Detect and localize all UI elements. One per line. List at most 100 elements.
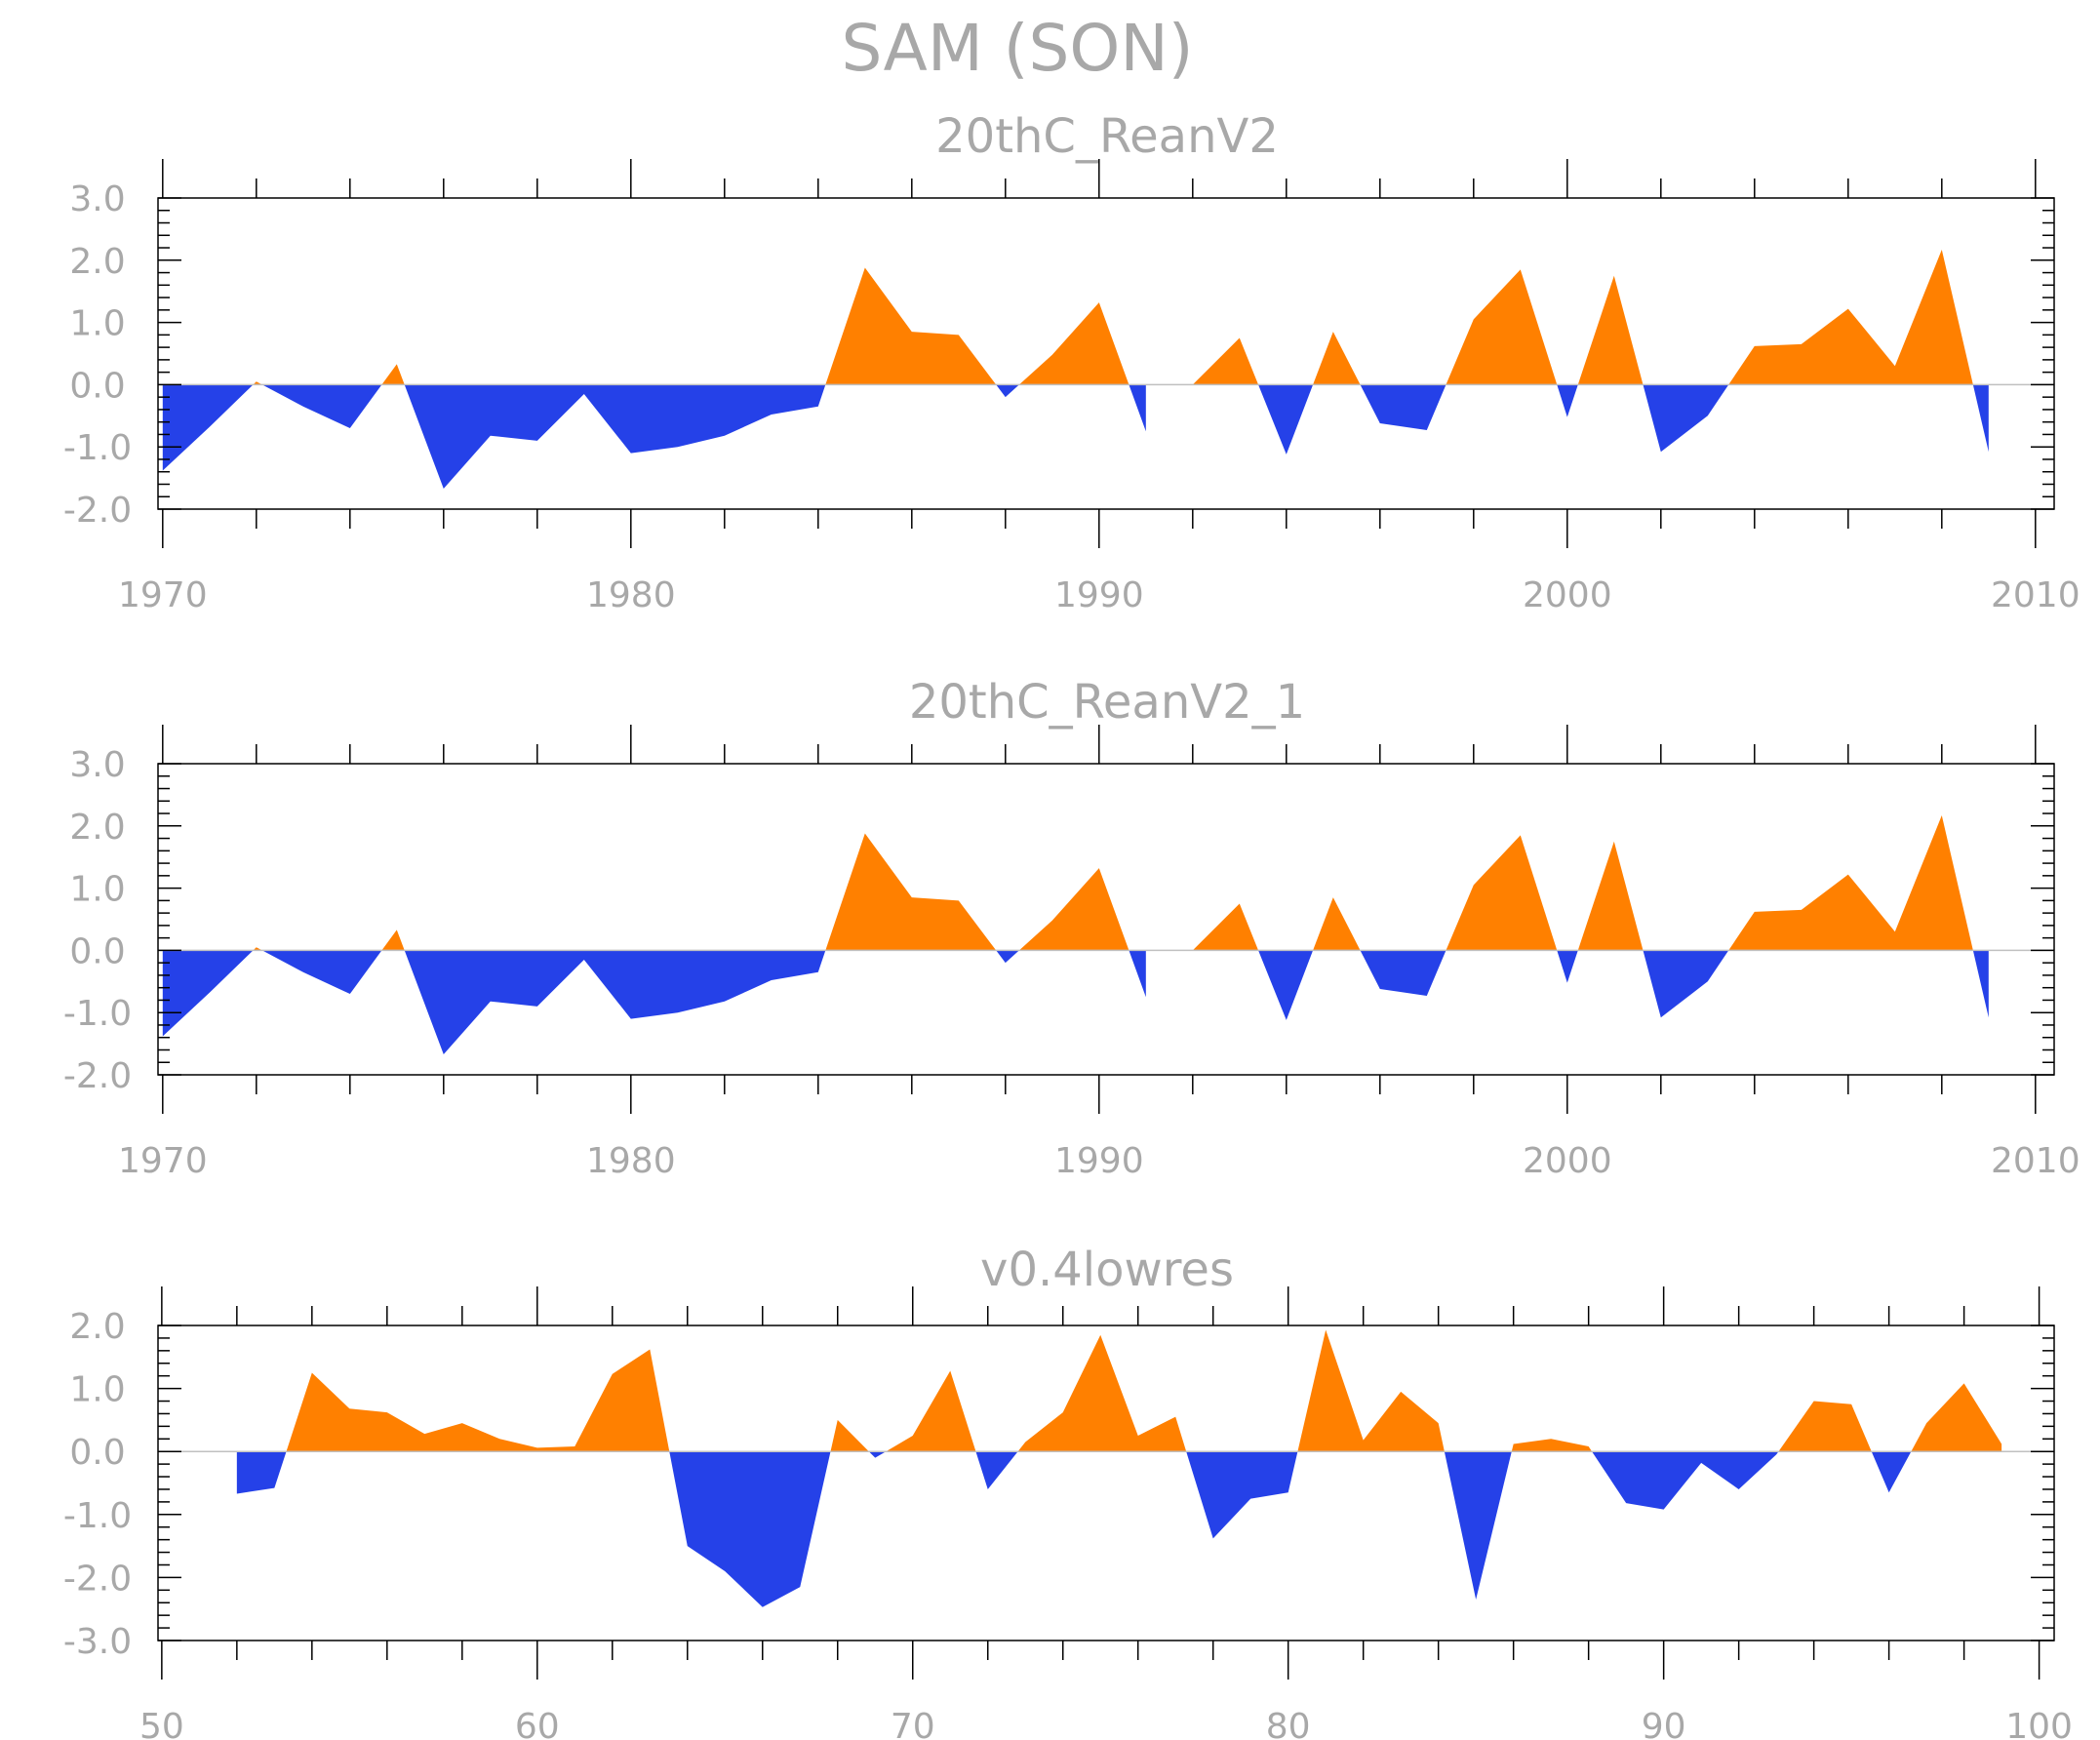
y-tick-label: -2.0 <box>63 491 132 531</box>
positive-area-5 <box>825 267 997 385</box>
x-tick-label: 70 <box>891 1707 935 1740</box>
negative-area-0 <box>162 384 254 471</box>
x-tick-label: 90 <box>1642 1707 1686 1740</box>
plot-frame <box>157 763 2055 1076</box>
positive-area-9 <box>1192 903 1259 951</box>
negative-area-2 <box>236 1451 287 1494</box>
positive-area-5 <box>830 1419 869 1452</box>
x-tick-label: 2010 <box>1991 1141 2080 1181</box>
y-tick-label: 1.0 <box>69 870 125 910</box>
positive-area-15 <box>1778 1401 1872 1452</box>
y-tick-label: -1.0 <box>63 1496 132 1536</box>
x-tick-label: 1970 <box>118 575 208 615</box>
positive-area-11 <box>1297 1329 1445 1452</box>
y-tick-label: 1.0 <box>69 304 125 344</box>
negative-area-4 <box>669 1451 831 1607</box>
positive-area-7 <box>1018 868 1129 951</box>
positive-area-3 <box>381 929 405 951</box>
x-tick-label: 2010 <box>1991 575 2080 615</box>
y-tick-label: -3.0 <box>63 1622 132 1662</box>
negative-area-12 <box>1444 1451 1512 1601</box>
negative-area-16 <box>1643 384 1729 453</box>
negative-area-8 <box>1129 950 1146 998</box>
negative-area-0 <box>162 950 254 1037</box>
positive-area-9 <box>1017 1334 1187 1452</box>
positive-area-13 <box>1446 269 1558 385</box>
x-tick-label: 1990 <box>1054 1141 1144 1181</box>
negative-area-14 <box>1557 950 1578 983</box>
positive-area-15 <box>1577 841 1644 951</box>
negative-area-14 <box>1592 1451 1779 1510</box>
negative-area-10 <box>1258 950 1314 1020</box>
panel-1-title: 20thC_ReanV2 <box>935 109 1279 164</box>
positive-area-1 <box>253 381 262 385</box>
positive-area-17 <box>1728 249 1973 385</box>
negative-area-16 <box>1643 950 1729 1018</box>
positive-area-3 <box>381 364 405 385</box>
negative-area-8 <box>1129 384 1146 432</box>
panel-2: 20thC_ReanV2_1 -2.0 -1.0 0.0 1.0 2.0 3.0 1970 1… <box>63 675 2080 1181</box>
negative-area-12 <box>1360 950 1446 996</box>
x-tick-label: 80 <box>1266 1707 1311 1740</box>
x-tick-label: 2000 <box>1523 1141 1612 1181</box>
positive-area-11 <box>1313 332 1361 385</box>
panel-2-plot: -2.0 -1.0 0.0 1.0 2.0 3.0 1970 1980 1990 2000 2010 <box>63 725 2080 1181</box>
positive-area-17 <box>1911 1383 2002 1452</box>
negative-area-4 <box>404 384 826 489</box>
negative-area-14 <box>1557 384 1578 417</box>
x-tick-label: 1980 <box>586 575 676 615</box>
negative-area-6 <box>868 1451 887 1458</box>
plot-frame <box>157 1325 2055 1641</box>
y-tick-label: -1.0 <box>63 994 132 1034</box>
y-tick-label: -1.0 <box>63 428 132 468</box>
y-tick-label: 2.0 <box>69 808 125 848</box>
x-tick-label: 1990 <box>1054 575 1144 615</box>
negative-area-12 <box>1360 384 1446 430</box>
positive-area-7 <box>886 1370 976 1452</box>
negative-area-16 <box>1871 1451 1912 1493</box>
positive-area-17 <box>1728 814 1973 951</box>
positive-area-5 <box>825 833 997 951</box>
y-tick-label: 0.0 <box>69 1433 125 1473</box>
negative-area-10 <box>1258 384 1314 455</box>
positive-area-7 <box>1018 302 1129 385</box>
positive-area-11 <box>1313 897 1361 951</box>
negative-area-18 <box>1972 384 1989 453</box>
positive-area-1 <box>253 947 262 951</box>
y-tick-label: 1.0 <box>69 1370 125 1410</box>
x-tick-label: 100 <box>2005 1707 2073 1740</box>
panel-1-plot: -2.0 -1.0 0.0 1.0 2.0 3.0 1970 1980 1990 2000 2010 <box>63 159 2080 615</box>
negative-area-10 <box>1186 1451 1298 1539</box>
y-tick-label: 3.0 <box>69 179 125 219</box>
panel-3-plot: -3.0 -2.0 -1.0 0.0 1.0 2.0 50 60 70 80 90 100 <box>63 1286 2073 1740</box>
y-tick-label: 3.0 <box>69 745 125 785</box>
y-tick-label: 2.0 <box>69 242 125 282</box>
positive-area-3 <box>286 1349 670 1452</box>
panel-3-title: v0.4lowres <box>980 1243 1234 1297</box>
negative-area-4 <box>404 950 826 1054</box>
panel-3: v0.4lowres -3.0 -2.0 -1.0 0.0 1.0 2.0 50 60 70 80… <box>63 1243 2073 1740</box>
negative-area-6 <box>996 384 1019 398</box>
x-tick-label: 60 <box>515 1707 560 1740</box>
positive-area-13 <box>1446 835 1558 951</box>
x-tick-label: 50 <box>139 1707 184 1740</box>
panel-1: 20thC_ReanV2 -2.0 -1.0 0.0 1.0 2.0 3.0 1970 198… <box>63 109 2080 615</box>
x-tick-label: 1970 <box>118 1141 208 1181</box>
negative-area-6 <box>996 950 1019 964</box>
chart-main-title: SAM (SON) <box>842 11 1194 86</box>
panel-2-title: 20thC_ReanV2_1 <box>909 675 1305 730</box>
positive-area-13 <box>1511 1439 1593 1452</box>
plot-frame <box>157 197 2055 510</box>
y-tick-label: 2.0 <box>69 1307 125 1347</box>
x-tick-label: 1980 <box>586 1141 676 1181</box>
negative-area-8 <box>975 1451 1018 1489</box>
y-tick-label: -2.0 <box>63 1559 132 1599</box>
y-tick-label: -2.0 <box>63 1056 132 1096</box>
negative-area-18 <box>1972 950 1989 1018</box>
y-tick-label: 0.0 <box>69 931 125 971</box>
y-tick-label: 0.0 <box>69 366 125 406</box>
negative-area-2 <box>261 384 382 429</box>
positive-area-15 <box>1577 275 1644 385</box>
negative-area-2 <box>261 950 382 995</box>
